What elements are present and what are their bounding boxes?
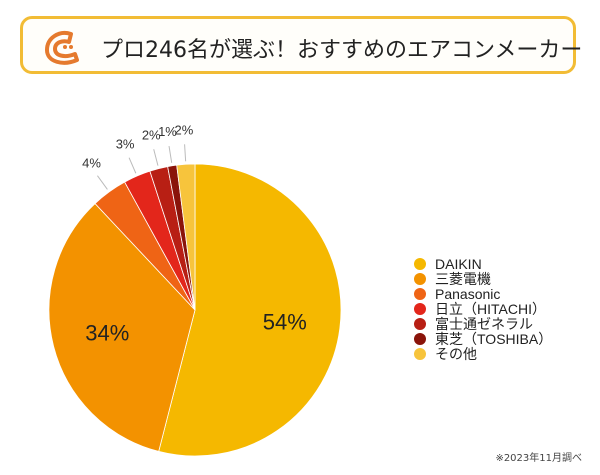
legend-swatch-icon [414,347,426,360]
legend-item-5: 東芝（TOSHIBA） [414,330,553,347]
slice-label-4: 2% [142,128,161,143]
pie-slice-0 [158,163,342,457]
legend-swatch-icon [414,302,426,315]
survey-date-note: ※2023年11月調べ [495,453,582,464]
legend-label: 三菱電機 [435,270,491,287]
slice-label-6: 2% [175,122,194,137]
slice-label-0: 54% [263,309,307,334]
leader-line-4 [153,149,159,166]
legend-item-2: Panasonic [414,285,552,302]
legend-item-3: 日立（HITACHI） [414,300,552,317]
legend-label: 東芝（TOSHIBA） [435,330,553,347]
legend-swatch-icon [414,257,426,270]
pie-slice-1 [48,203,196,452]
legend-item-1: 三菱電機 [414,270,552,287]
legend: DAIKIN 三菱電機 Panasonic 日立（HITACHI） 富士通ゼネラル 東芝（… [414,255,553,362]
legend-swatch-icon [414,317,426,330]
legend-label: DAIKIN [435,255,482,272]
slice-label-1: 34% [85,321,129,346]
slice-label-3: 3% [116,136,135,151]
legend-label: 日立（HITACHI） [435,300,546,317]
legend-label: 富士通ゼネラル [435,315,533,332]
title-box: プロ246名が選ぶ！おすすめのエアコンメーカー [20,16,582,74]
mascot-logo-icon [45,31,79,65]
legend-label: その他 [435,345,477,362]
leader-line-6 [184,144,187,162]
legend-item-0: DAIKIN [414,255,552,272]
slice-label-5: 1% [158,124,177,139]
leader-line-2 [97,175,108,190]
legend-item-4: 富士通ゼネラル [414,315,552,332]
leader-line-5 [168,145,173,163]
legend-label: Panasonic [435,285,501,302]
chart-title: プロ246名が選ぶ！おすすめのエアコンメーカー [101,38,583,63]
pie-slice-6 [176,163,196,311]
legend-swatch-icon [414,272,426,285]
legend-item-6: その他 [414,345,552,362]
legend-swatch-icon [414,332,426,345]
leader-line-3 [128,157,137,174]
slice-label-2: 4% [82,156,101,171]
legend-swatch-icon [414,287,426,300]
